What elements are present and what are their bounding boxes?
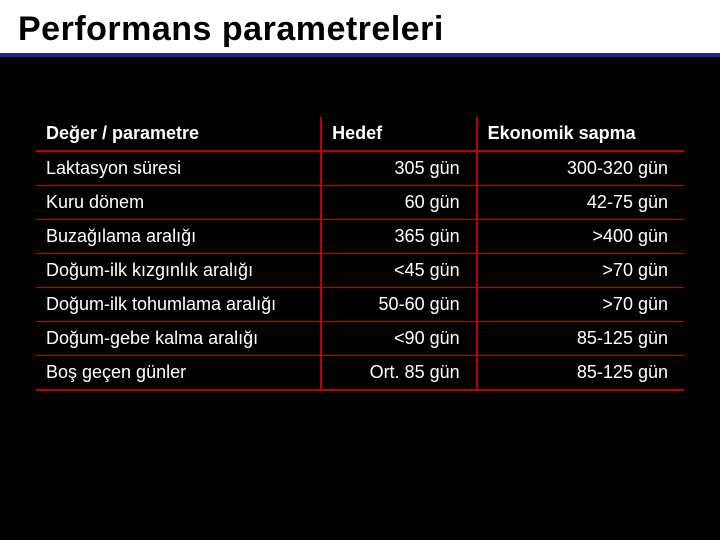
cell-param: Doğum-gebe kalma aralığı — [36, 322, 321, 356]
cell-param: Buzağılama aralığı — [36, 220, 321, 254]
table-row: Kuru dönem 60 gün 42-75 gün — [36, 186, 684, 220]
cell-param: Doğum-ilk kızgınlık aralığı — [36, 254, 321, 288]
cell-param: Kuru dönem — [36, 186, 321, 220]
cell-deviation: 42-75 gün — [477, 186, 684, 220]
table-header-row: Değer / parametre Hedef Ekonomik sapma — [36, 117, 684, 151]
table-row: Doğum-ilk kızgınlık aralığı <45 gün >70 … — [36, 254, 684, 288]
table-row: Doğum-ilk tohumlama aralığı 50-60 gün >7… — [36, 288, 684, 322]
col-header-deviation: Ekonomik sapma — [477, 117, 684, 151]
cell-target: 60 gün — [321, 186, 477, 220]
content-area: Değer / parametre Hedef Ekonomik sapma L… — [0, 57, 720, 540]
parameters-table: Değer / parametre Hedef Ekonomik sapma L… — [36, 117, 684, 391]
cell-target: <45 gün — [321, 254, 477, 288]
cell-target: 365 gün — [321, 220, 477, 254]
cell-param: Doğum-ilk tohumlama aralığı — [36, 288, 321, 322]
title-area: Performans parametreleri — [0, 0, 720, 53]
cell-target: 305 gün — [321, 151, 477, 186]
cell-target: <90 gün — [321, 322, 477, 356]
cell-deviation: 85-125 gün — [477, 356, 684, 391]
cell-deviation: 300-320 gün — [477, 151, 684, 186]
table-row: Doğum-gebe kalma aralığı <90 gün 85-125 … — [36, 322, 684, 356]
cell-param: Boş geçen günler — [36, 356, 321, 391]
cell-target: Ort. 85 gün — [321, 356, 477, 391]
table-row: Buzağılama aralığı 365 gün >400 gün — [36, 220, 684, 254]
cell-deviation: 85-125 gün — [477, 322, 684, 356]
col-header-parameter: Değer / parametre — [36, 117, 321, 151]
cell-deviation: >70 gün — [477, 288, 684, 322]
col-header-target: Hedef — [321, 117, 477, 151]
cell-param: Laktasyon süresi — [36, 151, 321, 186]
table-row: Boş geçen günler Ort. 85 gün 85-125 gün — [36, 356, 684, 391]
table-row: Laktasyon süresi 305 gün 300-320 gün — [36, 151, 684, 186]
slide: Performans parametreleri Değer / paramet… — [0, 0, 720, 540]
cell-deviation: >400 gün — [477, 220, 684, 254]
cell-target: 50-60 gün — [321, 288, 477, 322]
slide-title: Performans parametreleri — [18, 10, 702, 49]
cell-deviation: >70 gün — [477, 254, 684, 288]
